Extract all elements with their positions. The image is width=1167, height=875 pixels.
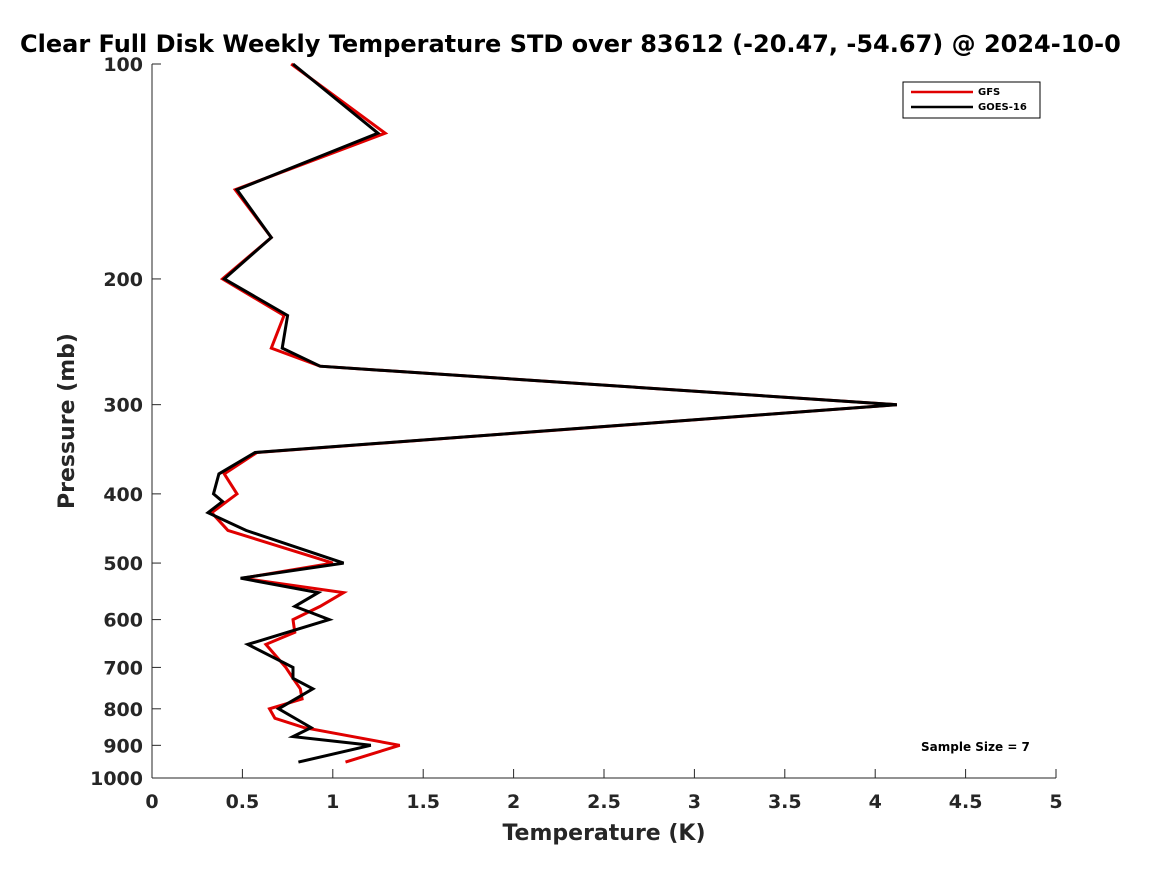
x-tick-label: 0.5 bbox=[226, 791, 260, 813]
y-tick-label: 300 bbox=[103, 395, 143, 417]
x-tick-label: 0 bbox=[145, 791, 158, 813]
sample-size-annotation: Sample Size = 7 bbox=[921, 740, 1030, 754]
series-group bbox=[205, 62, 898, 764]
y-tick-label: 600 bbox=[103, 610, 143, 632]
x-tick-label: 4.5 bbox=[949, 791, 983, 813]
y-tick-label: 700 bbox=[103, 657, 143, 679]
x-tick-label: 5 bbox=[1049, 791, 1062, 813]
y-tick-label: 500 bbox=[103, 553, 143, 575]
x-tick-label: 1.5 bbox=[406, 791, 440, 813]
x-axis-ticks: 0 0.5 1 1.5 2 2.5 3 3.5 4 4.5 5 bbox=[145, 769, 1063, 813]
x-axis-label: Temperature (K) bbox=[502, 821, 705, 846]
x-tick-label: 2.5 bbox=[587, 791, 621, 813]
y-tick-label: 800 bbox=[103, 699, 143, 721]
x-tick-label: 3 bbox=[688, 791, 701, 813]
x-tick-label: 3.5 bbox=[768, 791, 802, 813]
y-tick-label: 200 bbox=[103, 269, 143, 291]
y-tick-label: 100 bbox=[103, 54, 143, 76]
series-line-goes-16 bbox=[205, 62, 898, 764]
legend-box bbox=[902, 81, 1041, 119]
y-tick-label: 900 bbox=[103, 735, 143, 757]
y-tick-label: 400 bbox=[103, 484, 143, 506]
x-tick-label: 2 bbox=[507, 791, 520, 813]
y-axis-ticks: 100 200 300 400 500 600 700 800 900 1000 bbox=[90, 54, 161, 790]
legend-label-gfs: GFS bbox=[978, 87, 1000, 98]
legend-label-goes16: GOES-16 bbox=[978, 102, 1027, 113]
y-axis-label: Pressure (mb) bbox=[55, 333, 80, 509]
legend: GFS GOES-16 bbox=[902, 81, 1041, 119]
chart-title: Clear Full Disk Weekly Temperature STD o… bbox=[20, 30, 1121, 58]
y-tick-label: 1000 bbox=[90, 768, 143, 790]
x-tick-label: 1 bbox=[326, 791, 339, 813]
x-tick-label: 4 bbox=[869, 791, 882, 813]
